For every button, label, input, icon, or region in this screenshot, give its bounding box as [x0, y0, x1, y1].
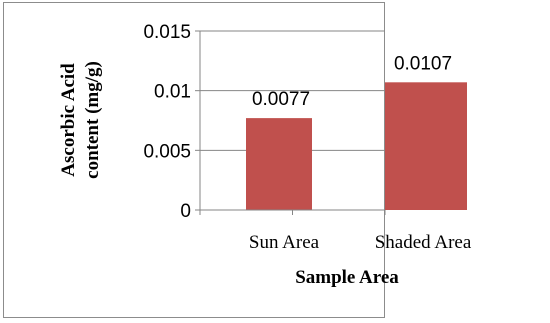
data-label: 0.0077 [252, 89, 310, 110]
bars [246, 82, 467, 210]
y-tick-label: 0.01 [154, 82, 191, 103]
bar-sun-area [246, 118, 312, 210]
axes [195, 30, 386, 215]
x-category-label: Sun Area [249, 232, 320, 253]
y-axis-title-line-2: content (mg/g) [82, 61, 103, 179]
x-category-label: Shaded Area [375, 232, 472, 253]
bar-shaded-area [385, 82, 467, 210]
labels: 0 0.005 0.01 0.015 0.0077 Sun Area 0.0107 Shade… [143, 22, 471, 253]
x-axis-title: Sample Area [295, 267, 399, 288]
data-label: 0.0107 [394, 53, 452, 74]
y-tick-label: 0 [180, 201, 191, 222]
y-axis-title-line-1: Ascorbic Acid [58, 63, 79, 177]
y-tick-label: 0.005 [143, 141, 191, 162]
chart-frame [3, 2, 385, 318]
y-tick-label: 0.015 [143, 22, 191, 43]
